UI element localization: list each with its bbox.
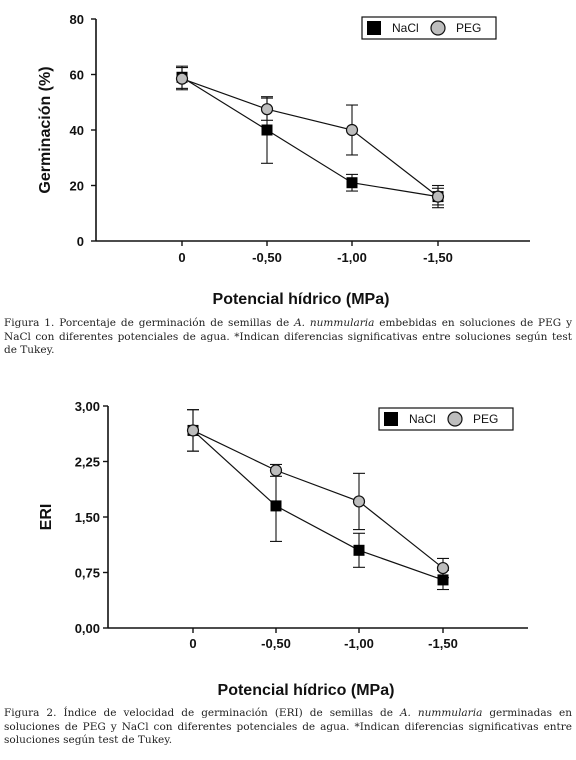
legend-marker-nacl: [367, 21, 381, 35]
y-tick-label: 60: [70, 68, 84, 83]
data-point-peg: [436, 561, 450, 575]
x-tick-label: 0: [189, 636, 196, 651]
legend-box: [361, 16, 497, 40]
caption-lead: Figura 1. Porcentaje de germinación de s…: [4, 317, 295, 329]
caption-rest: embebidas en soluciones de PEG y NaCl co…: [4, 317, 572, 356]
x-axis-title: Potencial hídrico (MPa): [213, 291, 390, 308]
caption-species: A. nummularia: [399, 707, 483, 719]
data-point-peg: [431, 190, 445, 203]
legend-label-nacl: NaCl: [409, 412, 436, 426]
series-line-peg: [181, 78, 439, 198]
legend-marker-peg: [430, 20, 446, 36]
legend-marker-nacl: [384, 412, 398, 426]
y-tick-label: 1,50: [75, 510, 100, 525]
figure-2-caption: Figura 2. Índice de velocidad de germina…: [4, 707, 572, 748]
eri-chart: 0,00 0,75 1,50 2,25 3,00 0 -0,50 -1,00 -1,50 Pote…: [38, 399, 528, 699]
legend-label-peg: PEG: [473, 412, 498, 426]
data-point-nacl: [353, 544, 365, 556]
legend-label-nacl: NaCl: [392, 21, 419, 35]
caption-lead: Figura 2. Índice de velocidad de germina…: [4, 707, 400, 719]
x-tick-label: -1,50: [428, 636, 458, 651]
data-point-peg: [186, 424, 200, 437]
y-tick-label: 40: [70, 123, 84, 138]
caption-rest: germinadas en soluciones de PEG y NaCl c…: [4, 707, 572, 746]
figure-1-caption: Figura 1. Porcentaje de germinación de s…: [4, 317, 572, 358]
data-point-peg: [352, 495, 366, 508]
caption-species: A. nummularia: [294, 317, 375, 329]
data-point-peg: [260, 103, 274, 116]
series-line-peg: [192, 429, 444, 569]
x-tick-label: -1,50: [423, 250, 453, 265]
y-tick-label: 0,75: [75, 566, 100, 581]
x-tick-label: 0: [178, 250, 185, 265]
data-point-peg: [175, 72, 189, 85]
legend-label-peg: PEG: [456, 21, 481, 35]
series-line-nacl: [181, 76, 439, 198]
x-tick-label: -1,00: [337, 250, 367, 265]
x-tick-label: -1,00: [344, 636, 374, 651]
germination-chart: 0 20 40 60 80 0 -0,50 -1,00 -1,50 Potencial hídri…: [37, 12, 530, 308]
y-tick-label: 80: [70, 12, 84, 27]
y-axis-title: ERI: [38, 504, 55, 531]
data-point-peg: [345, 123, 359, 137]
data-point-peg: [269, 464, 283, 477]
legend-box: [378, 407, 514, 431]
legend-marker-peg: [447, 411, 463, 427]
x-axis-title: Potencial hídrico (MPa): [218, 682, 395, 699]
data-point-nacl: [437, 574, 449, 586]
y-axis-title: Germinación (%): [37, 66, 54, 193]
y-tick-label: 20: [70, 179, 84, 194]
y-tick-label: 2,25: [75, 455, 100, 470]
y-tick-label: 3,00: [75, 399, 100, 414]
x-tick-label: -0,50: [261, 636, 291, 651]
data-point-nacl: [261, 124, 273, 136]
data-point-nacl: [270, 500, 282, 512]
series-line-nacl: [192, 429, 444, 581]
y-tick-label: 0,00: [75, 621, 100, 636]
x-tick-label: -0,50: [252, 250, 282, 265]
data-point-nacl: [346, 177, 358, 189]
y-tick-label: 0: [77, 234, 84, 249]
